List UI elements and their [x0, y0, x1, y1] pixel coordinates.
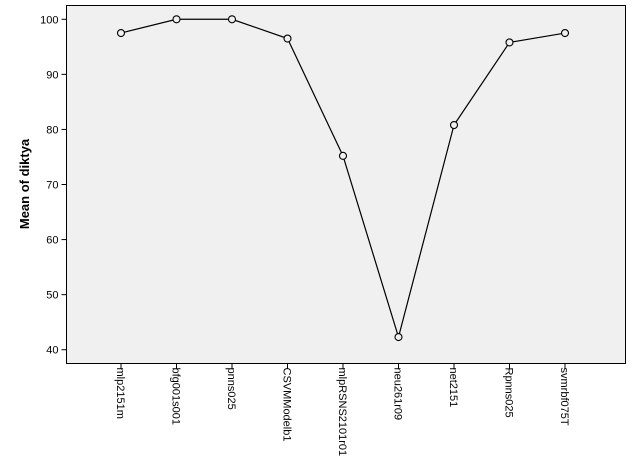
- x-tick-label: mlpRSNS2101r01: [336, 368, 348, 457]
- data-point: [116, 28, 126, 38]
- x-tick-label: pnns025: [225, 368, 237, 410]
- y-tick-label: 70: [46, 180, 58, 192]
- data-point: [227, 15, 237, 24]
- data-point: [338, 151, 348, 160]
- data-point: [172, 15, 181, 24]
- x-tick-label: CSVMModelb1: [281, 368, 293, 442]
- y-tick-label: 60: [46, 235, 58, 247]
- x-axis-ticks: mlp2151m bfg001s001 pnns025 CSVMModelb1 mlpR…: [114, 363, 570, 457]
- y-tick-label: 90: [46, 69, 58, 81]
- x-tick-label: net2151: [447, 368, 459, 408]
- plot-area: [66, 5, 626, 364]
- data-point: [394, 333, 403, 342]
- x-tick-label: neu261r09: [392, 368, 404, 421]
- series-markers: [116, 15, 570, 342]
- x-tick-label: Rpnns025: [503, 368, 515, 418]
- data-point: [449, 120, 459, 130]
- y-tick-label: 80: [46, 124, 58, 136]
- x-tick-label: bfg001s001: [170, 368, 182, 426]
- y-tick-label: 40: [46, 345, 58, 357]
- data-point: [283, 34, 292, 43]
- y-axis-ticks: 40 50 60 70 80 90 100: [40, 14, 67, 357]
- y-tick-label: 50: [46, 290, 58, 302]
- x-tick-label: mlp2151m: [114, 368, 126, 419]
- y-tick-label: 100: [40, 14, 58, 26]
- y-axis-title: Mean of diktya: [17, 138, 32, 229]
- x-tick-label: svmrbf075T: [558, 368, 570, 426]
- data-point: [505, 38, 514, 47]
- data-point: [560, 28, 570, 38]
